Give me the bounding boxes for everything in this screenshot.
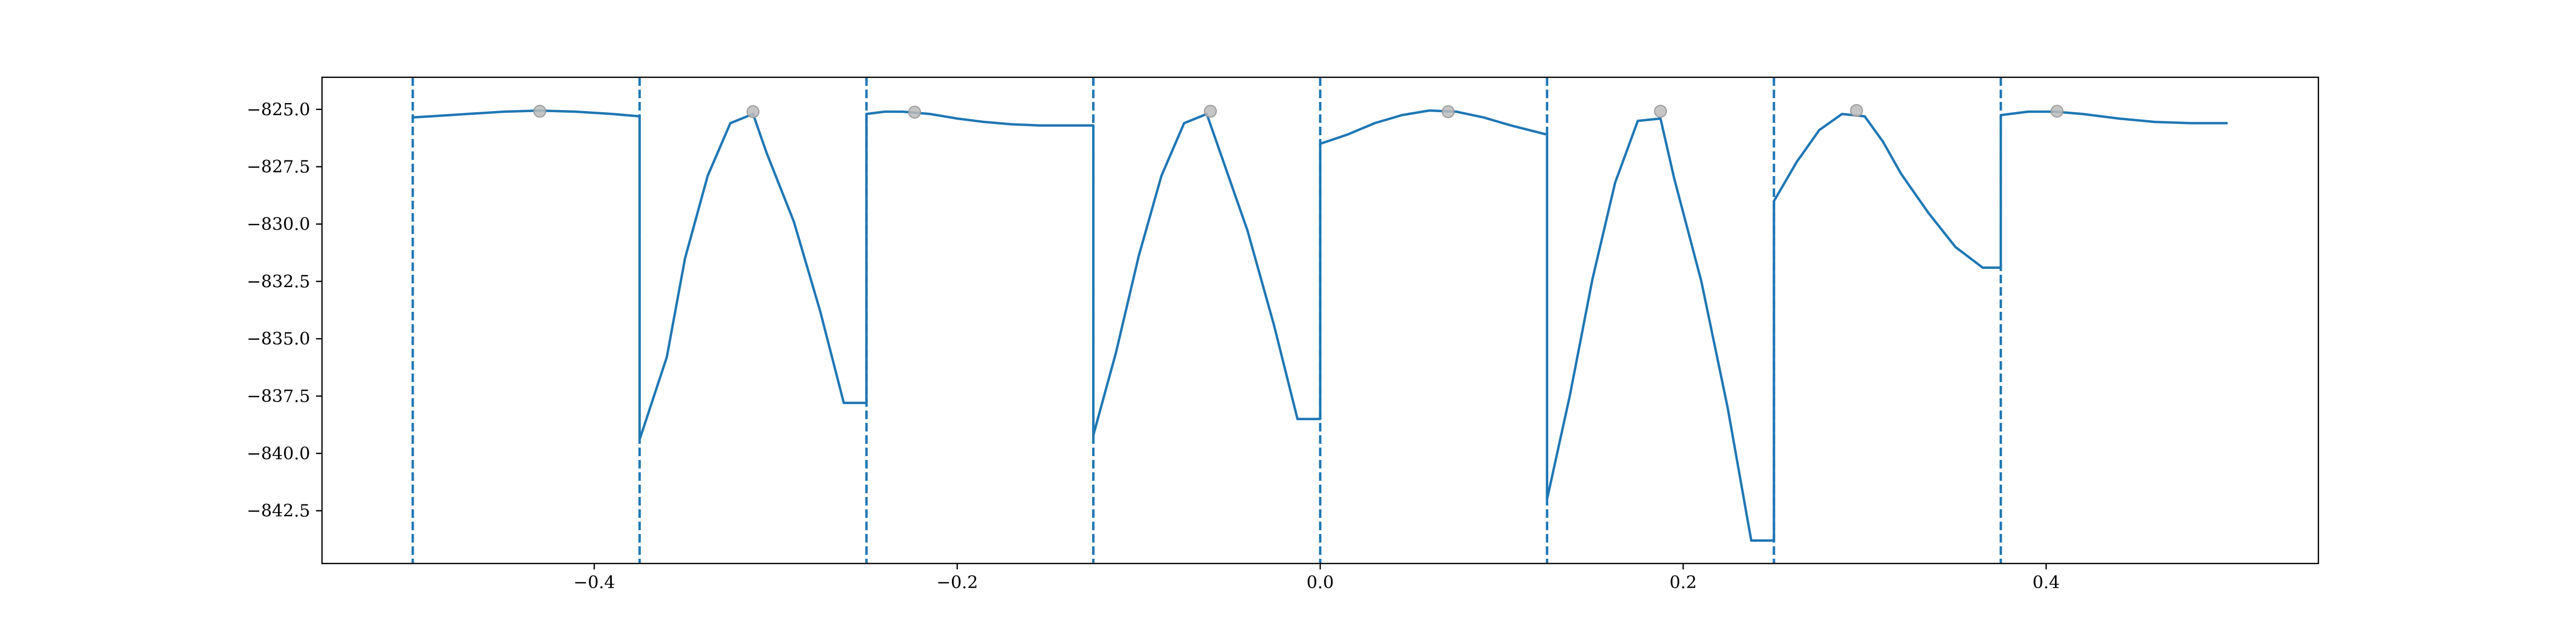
x-tick-label-1: −0.2 [936,572,978,592]
x-tick-label-0: −0.4 [573,572,615,592]
marker-point-2 [908,105,921,119]
y-tick-label-2: −830.0 [247,214,310,235]
x-tick-label-3: 0.2 [1670,572,1697,592]
marker-layer [533,104,2064,119]
y-tick-label-7: −842.5 [247,501,310,521]
x-axis: −0.4 −0.2 0.0 0.2 0.4 [573,564,2060,592]
y-tick-label-3: −832.5 [247,271,310,291]
marker-point-0 [533,105,546,118]
y-tick-label-4: −835.0 [247,328,310,349]
y-tick-label-0: −825.0 [247,99,310,120]
y-tick-label-6: −840.0 [247,443,310,464]
marker-point-1 [747,105,760,119]
y-tick-label-1: −827.5 [247,157,310,177]
marker-point-6 [1850,104,1863,117]
marker-point-3 [1204,105,1217,118]
x-tick-label-4: 0.4 [2032,572,2060,592]
x-tick-label-2: 0.0 [1307,572,1334,592]
y-tick-label-5: −837.5 [247,386,310,406]
marker-point-4 [1441,105,1455,119]
marker-point-5 [1654,105,1667,118]
marker-point-7 [2051,105,2064,118]
y-axis: −825.0 −827.5 −830.0 −832.5 −835.0 −837.5 −840… [247,99,322,521]
